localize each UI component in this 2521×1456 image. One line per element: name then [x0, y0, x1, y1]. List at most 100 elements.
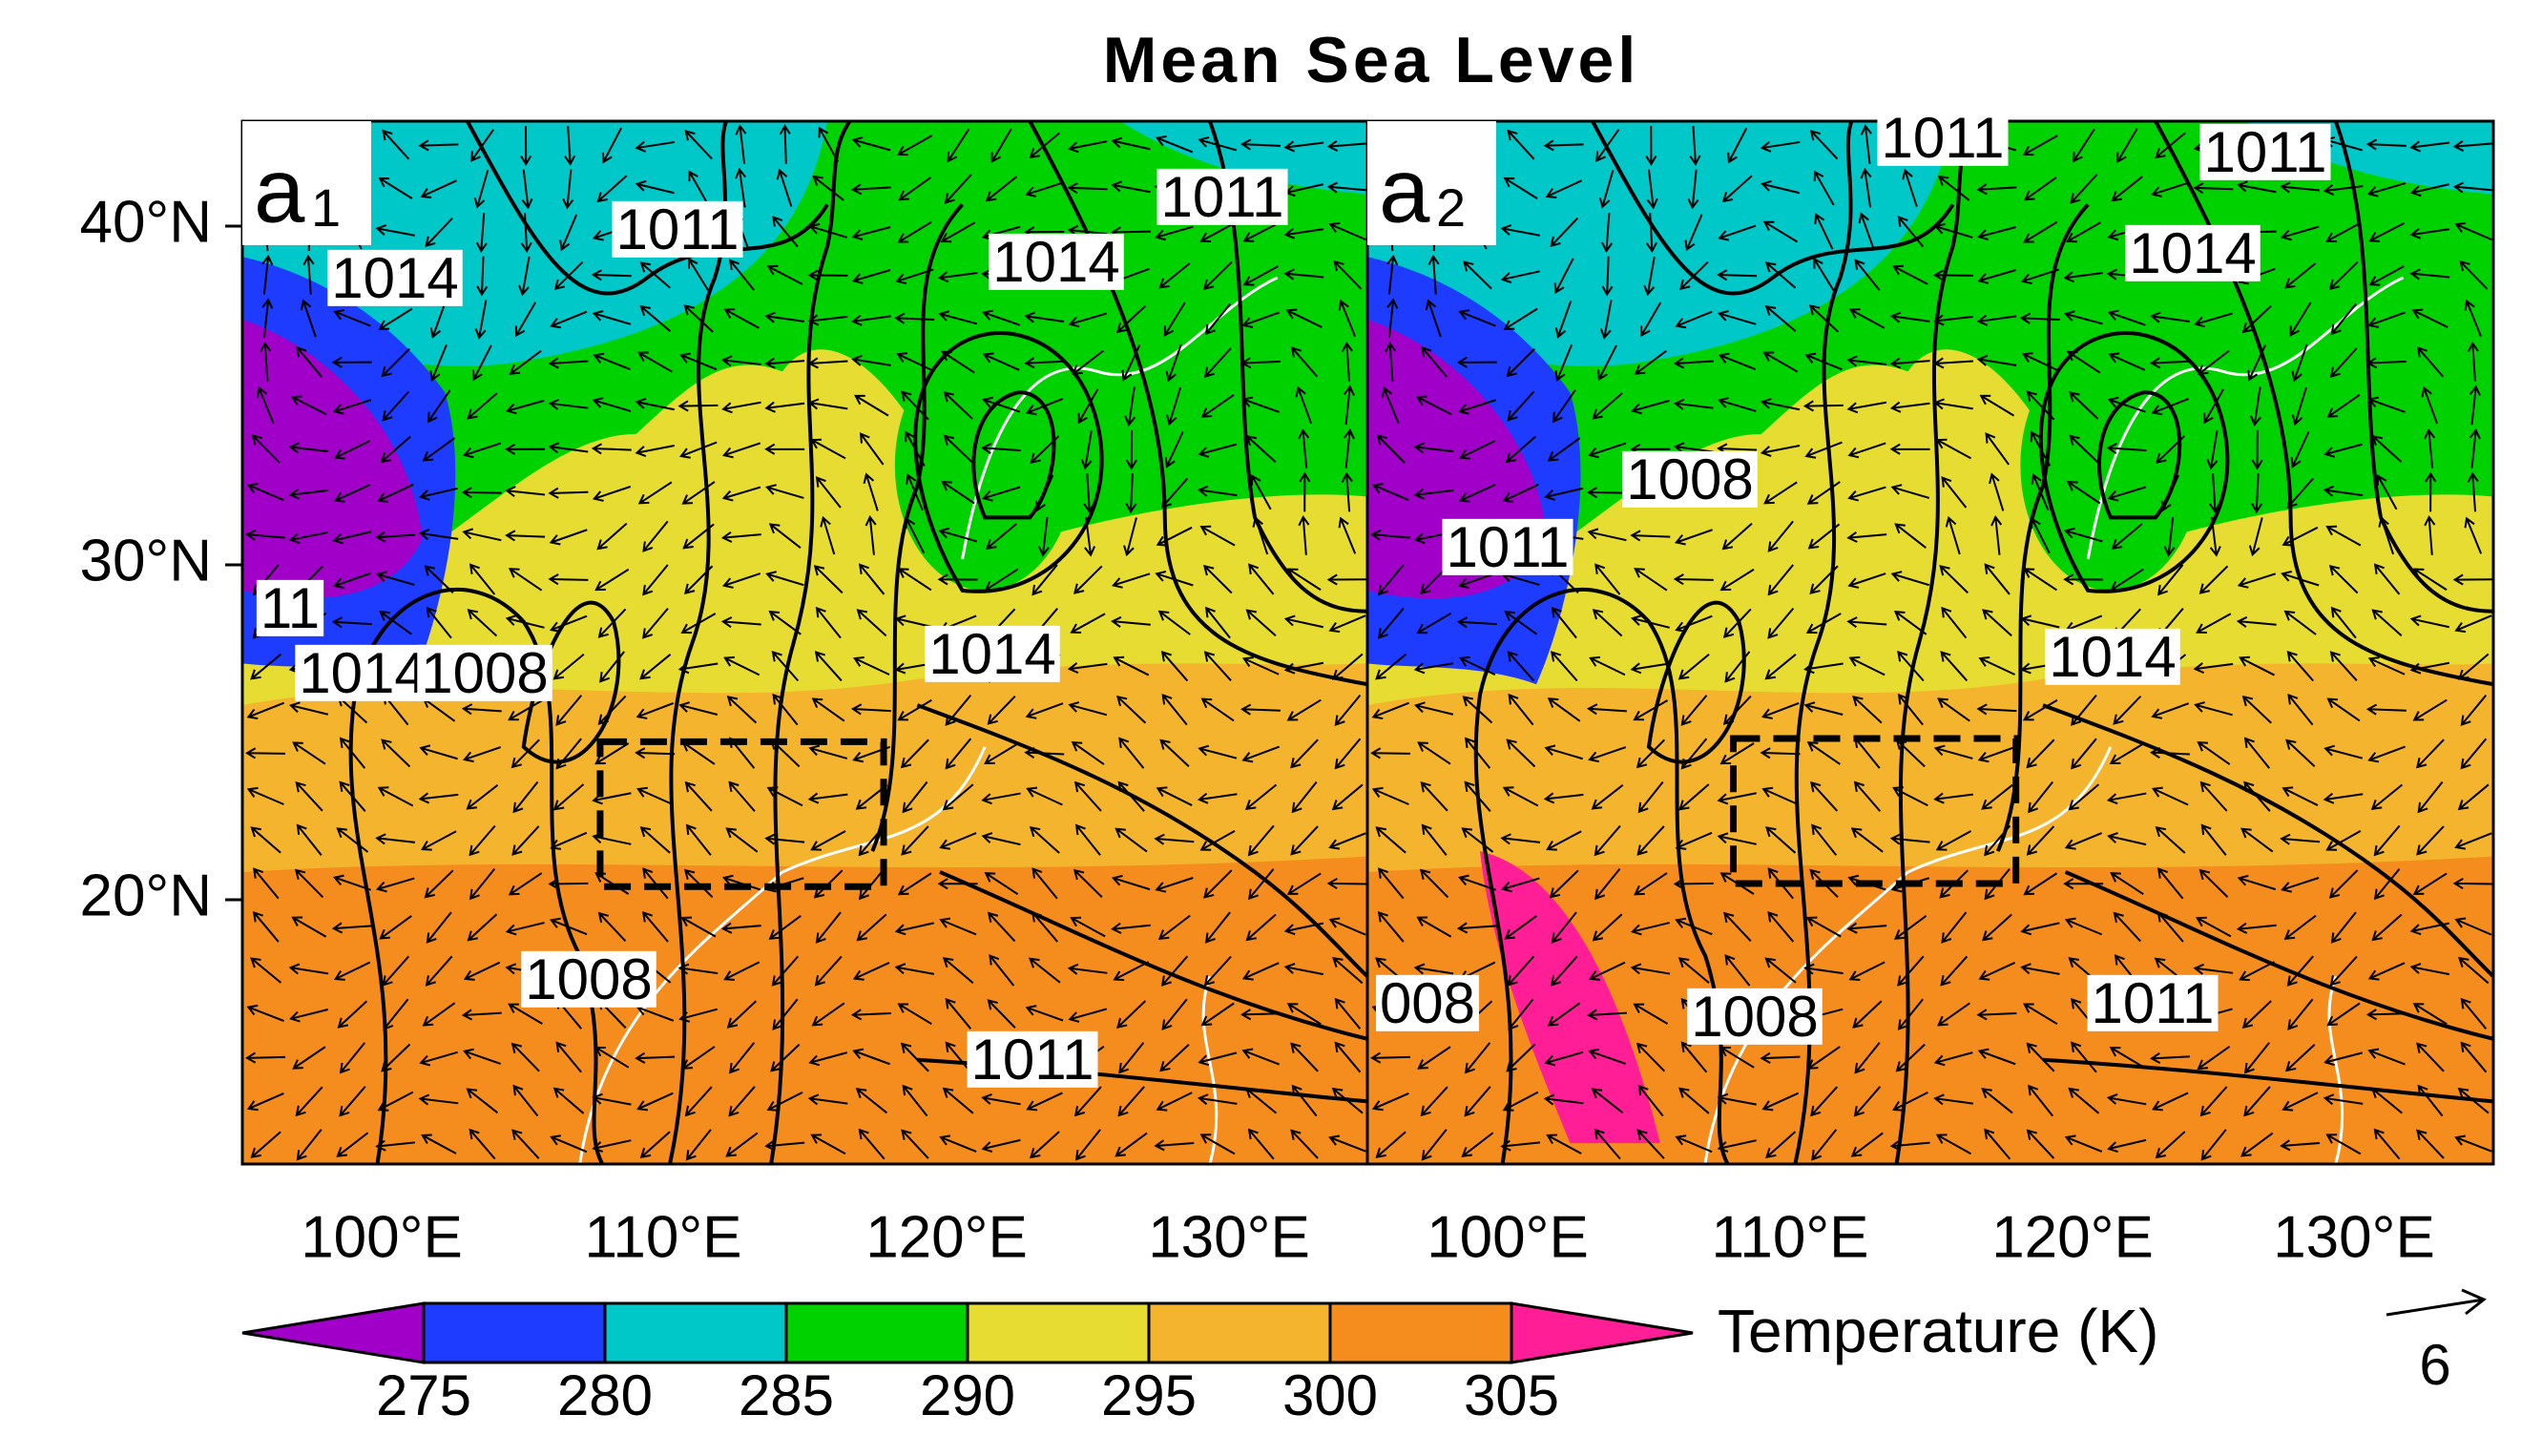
wind-vector — [1719, 568, 1755, 592]
wind-vector — [1157, 610, 1191, 635]
wind-vector — [2370, 1088, 2403, 1114]
wind-vector — [1846, 616, 1887, 629]
wind-vector — [2325, 829, 2362, 851]
wind-vector — [1290, 738, 1319, 769]
wind-vector — [1592, 392, 1623, 420]
wind-vector — [1933, 398, 1973, 410]
wind-vector — [1160, 477, 1189, 509]
wind-vector — [1413, 963, 1454, 975]
wind-vector — [1334, 997, 1362, 1030]
wind-vector — [2323, 744, 2364, 759]
wind-vector — [2156, 911, 2184, 943]
wind-vector — [476, 256, 489, 297]
wind-vector — [776, 168, 793, 207]
wind-vector — [858, 824, 885, 857]
wind-vector — [1125, 473, 1137, 514]
wind-vector — [1242, 221, 1280, 242]
wind-vector — [944, 174, 972, 204]
wind-vector — [2203, 388, 2225, 425]
wind-vector — [897, 698, 932, 721]
wind-vector — [1124, 386, 1136, 426]
wind-vector — [1847, 572, 1886, 589]
wind-vector — [766, 1091, 803, 1112]
wind-vector — [1240, 1009, 1281, 1021]
colorbar-tick-label: 295 — [1101, 1363, 1197, 1427]
wind-vector — [1633, 699, 1669, 721]
wind-vector — [2409, 661, 2450, 675]
wind-vector — [2064, 1134, 2103, 1153]
wind-vector — [473, 170, 490, 209]
wind-vector — [2411, 308, 2448, 328]
wind-vector — [1111, 615, 1151, 628]
wind-vector — [1939, 869, 1969, 899]
wind-vector — [336, 827, 369, 853]
wind-vector — [2240, 1132, 2274, 1157]
wind-vector — [1155, 571, 1194, 587]
wind-vector — [1427, 254, 1440, 295]
wind-vector — [2457, 1087, 2490, 1114]
wind-vector — [1341, 341, 1353, 382]
wind-vector — [1810, 780, 1839, 812]
wind-vector — [419, 487, 459, 501]
wind-vector — [2193, 662, 2234, 675]
wind-vector — [1199, 221, 1236, 243]
wind-vector — [1084, 516, 1096, 557]
wind-vector — [1111, 180, 1151, 194]
wind-vector — [771, 651, 800, 682]
wind-vector — [1595, 129, 1620, 162]
wind-vector — [2281, 526, 2319, 547]
wind-vector — [635, 445, 675, 457]
wind-vector — [807, 357, 848, 369]
wind-vector — [807, 792, 848, 804]
wind-vector — [859, 432, 885, 466]
wind-vector — [2020, 268, 2060, 285]
wind-vector — [2194, 312, 2233, 328]
wind-vector — [505, 614, 545, 629]
wind-vector — [1673, 442, 1714, 454]
wind-vector — [288, 963, 329, 975]
wind-vector — [336, 1132, 369, 1157]
wind-vector — [937, 271, 978, 283]
wind-vector — [1982, 913, 2012, 942]
wind-vector — [1458, 309, 1496, 327]
wind-vector — [2022, 135, 2058, 156]
wind-vector — [1155, 877, 1194, 893]
wind-vector — [1295, 385, 1313, 425]
wind-vector — [552, 1087, 585, 1114]
wind-vector — [461, 703, 502, 716]
wind-vector — [1717, 1092, 1757, 1106]
wind-vector — [1933, 744, 1973, 759]
wind-vector — [639, 1131, 671, 1159]
wind-vector — [471, 344, 492, 382]
wind-vector — [1897, 955, 1925, 987]
wind-vector — [639, 304, 672, 332]
wind-vector — [421, 1134, 457, 1154]
wind-vector — [941, 350, 975, 374]
wind-vector — [1413, 662, 1454, 675]
wind-vector — [1504, 915, 1537, 940]
wind-vector — [1203, 651, 1232, 682]
wind-vector — [2281, 225, 2320, 241]
wind-vector — [2280, 1139, 2321, 1152]
wind-vector — [2107, 486, 2146, 502]
wind-vector — [1594, 824, 1621, 857]
wind-vector — [1892, 786, 1928, 807]
wind-vector — [1197, 792, 1238, 804]
wind-vector — [635, 397, 675, 411]
wind-vector — [1159, 738, 1190, 767]
wind-vector — [2416, 1129, 2445, 1159]
wind-vector — [1326, 181, 1367, 194]
wind-vector — [2237, 874, 2277, 891]
wind-vector — [639, 261, 671, 289]
wind-vector — [382, 129, 410, 160]
wind-vector — [639, 826, 671, 854]
wind-vector — [419, 744, 458, 760]
wind-vector — [375, 223, 415, 237]
wind-vector — [2373, 868, 2401, 901]
wind-vector — [1283, 661, 1324, 675]
wind-vector — [474, 300, 488, 340]
wind-vector — [636, 786, 674, 806]
wind-vector — [250, 1131, 281, 1158]
wind-vector — [980, 442, 1021, 454]
wind-vector — [1933, 1093, 1973, 1106]
